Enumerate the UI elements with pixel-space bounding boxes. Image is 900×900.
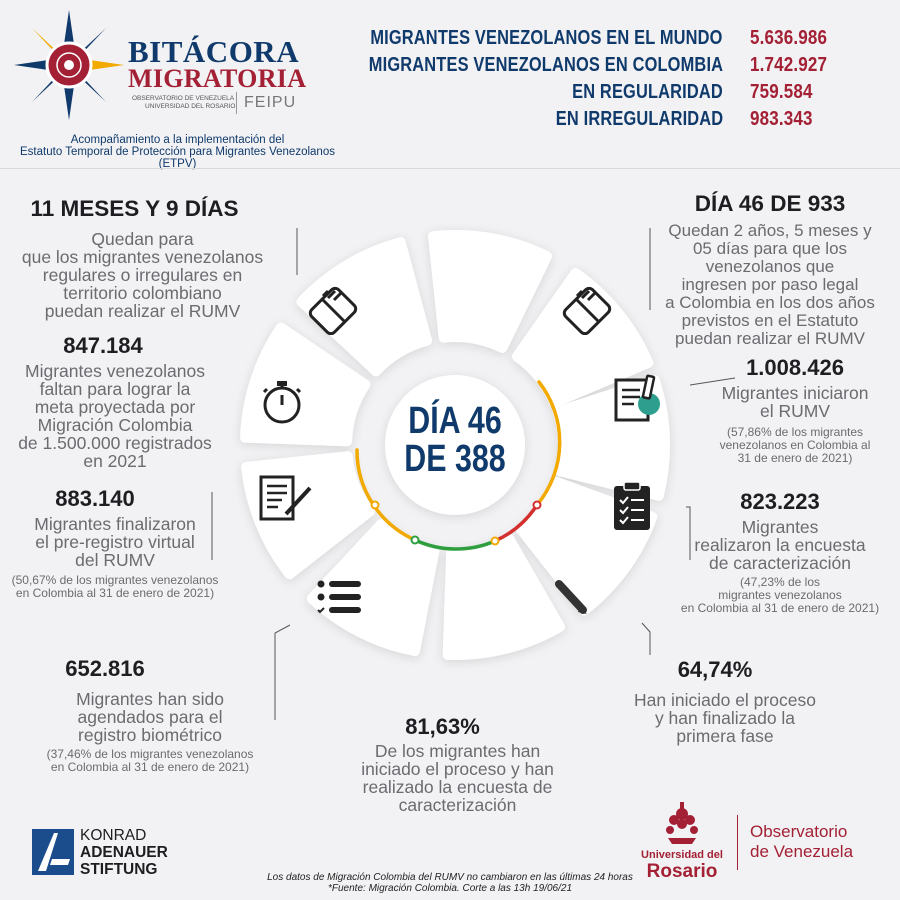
block-desc: Quedan 2 años, 5 meses y 05 días para qu…: [665, 221, 875, 348]
form-edit-icon: [259, 475, 312, 521]
subtitle-line2: Estatuto Temporal de Protección para Mig…: [20, 146, 335, 170]
block-desc: Han iniciado el proceso y han finalizado…: [634, 690, 816, 746]
block-title: 1.008.426: [746, 355, 844, 380]
segment-upper-left: [240, 322, 371, 447]
stat-label: MIGRANTES VENEZOLANOS EN COLOMBIA: [368, 54, 723, 76]
block-title: 823.223: [740, 489, 820, 514]
stat-row-irregular: EN IRREGULARIDAD 983.343: [0, 108, 900, 132]
stat-label: EN IRREGULARIDAD: [555, 108, 723, 130]
block-pct8163: 81,63% De los migrantes han iniciado el …: [345, 714, 570, 814]
brand-line2: MIGRATORIA: [128, 64, 307, 93]
block-title: 81,63%: [405, 714, 480, 739]
block-desc: Quedan para que los migrantes venezolano…: [21, 229, 264, 321]
block-iniciaron: 1.008.426 Migrantes iniciaron el RUMV (5…: [700, 355, 890, 465]
calendar-icon: [308, 286, 358, 335]
kas-name: KONRAD ADENAUER STIFTUNG: [80, 827, 168, 878]
center-line1: DÍA 46: [408, 400, 502, 442]
block-title: DÍA 46 DE 933: [694, 191, 846, 216]
block-encuesta: 823.223 Migrantes realizaron la encuesta…: [660, 489, 900, 615]
block-note: (37,46% de los migrantes venezolanos en …: [46, 747, 254, 774]
segment-lower-left: [306, 518, 440, 657]
block-note: (57,86% de los migrantes venezolanos en …: [719, 425, 871, 465]
footer-divider: [737, 815, 738, 870]
block-desc: Migrantes finalizaron el pre-registro vi…: [34, 514, 196, 570]
block-desc: Migrantes han sido agendados para el reg…: [76, 689, 224, 745]
segment-bottom: [442, 533, 565, 660]
block-prereg: 883.140 Migrantes finalizaron el pre-reg…: [0, 486, 230, 600]
center-label: DÍA 46 DE 388: [385, 402, 525, 478]
block-desc: De los migrantes han iniciado el proceso…: [361, 741, 554, 815]
observatorio-name: Observatorio de Venezuela: [750, 822, 854, 861]
stat-label: MIGRANTES VENEZOLANOS EN EL MUNDO: [370, 27, 723, 49]
stat-value: 983.343: [750, 108, 813, 130]
stat-value: 759.584: [750, 81, 813, 103]
brand-divider: [236, 92, 237, 114]
subtitle-line1: Acompañamiento a la implementación del: [70, 134, 285, 146]
rosario-crest-icon: [666, 802, 698, 844]
center-disc: [385, 375, 525, 515]
block-title: 11 MESES Y 9 DÍAS: [30, 196, 239, 221]
header-subtitle: Acompañamiento a la implementación del E…: [0, 134, 355, 170]
brand-tag: FEIPU: [244, 94, 297, 111]
compass-logo-icon: [14, 10, 124, 120]
leader-lines: [211, 228, 736, 720]
block-desc: Migrantes venezolanos faltan para lograr…: [18, 361, 212, 471]
brand-sub1: OBSERVATORIO DE VENEZUELA: [132, 95, 235, 102]
source-note: Los datos de Migración Colombia del RUMV…: [267, 872, 633, 894]
brand-line1: BITÁCORA: [128, 34, 300, 69]
block-desc: Migrantes iniciaron el RUMV: [721, 383, 869, 421]
stat-label: EN REGULARIDAD: [572, 81, 723, 103]
block-faltan: 847.184 Migrantes venezolanos faltan par…: [0, 333, 230, 470]
stat-row-colombia: MIGRANTES VENEZOLANOS EN COLOMBIA 1.742.…: [0, 54, 900, 78]
block-note: (47,23% de los migrantes venezolanos en …: [680, 575, 880, 615]
block-title: 64,74%: [677, 657, 753, 682]
segment-top-left: [296, 237, 433, 377]
block-meses: 11 MESES Y 9 DÍAS Quedan para que los mi…: [0, 196, 285, 320]
segment-upper-right: [511, 267, 654, 408]
segment-top-right: [428, 230, 553, 353]
document-check-icon: [614, 374, 660, 422]
block-title: 652.816: [65, 656, 145, 681]
stopwatch-icon: [262, 381, 302, 424]
calendar-icon: [562, 286, 612, 335]
block-note: (50,67% de los migrantes venezolanos en …: [11, 573, 219, 600]
block-desc: Migrantes realizaron la encuesta de cara…: [694, 517, 866, 573]
gauge-dots: [370, 500, 542, 546]
rosario-name: Universidad del Rosario: [641, 849, 723, 882]
stat-row-regular: EN REGULARIDAD 759.584: [0, 81, 900, 105]
checklist-icon: [317, 580, 361, 614]
kas-logo-icon: [32, 829, 74, 875]
block-title: 847.184: [63, 333, 143, 358]
block-agendados: 652.816 Migrantes han sido agendados par…: [30, 656, 270, 774]
brand-sub2: UNIVERSIDAD DEL ROSARIO: [145, 103, 236, 110]
clipboard-check-icon: [614, 481, 650, 530]
section-divider: [0, 168, 900, 169]
block-title: 883.140: [55, 486, 135, 511]
block-dia933: DÍA 46 DE 933 Quedan 2 años, 5 meses y 0…: [645, 191, 895, 348]
pencil-icon: [555, 580, 587, 614]
stat-value: 1.742.927: [750, 54, 828, 76]
block-pct6474: 64,74% Han iniciado el proceso y han fin…: [610, 657, 840, 745]
center-line2: DE 388: [404, 438, 506, 480]
stat-row-world: MIGRANTES VENEZOLANOS EN EL MUNDO 5.636.…: [0, 27, 900, 51]
stat-value: 5.636.986: [750, 27, 828, 49]
